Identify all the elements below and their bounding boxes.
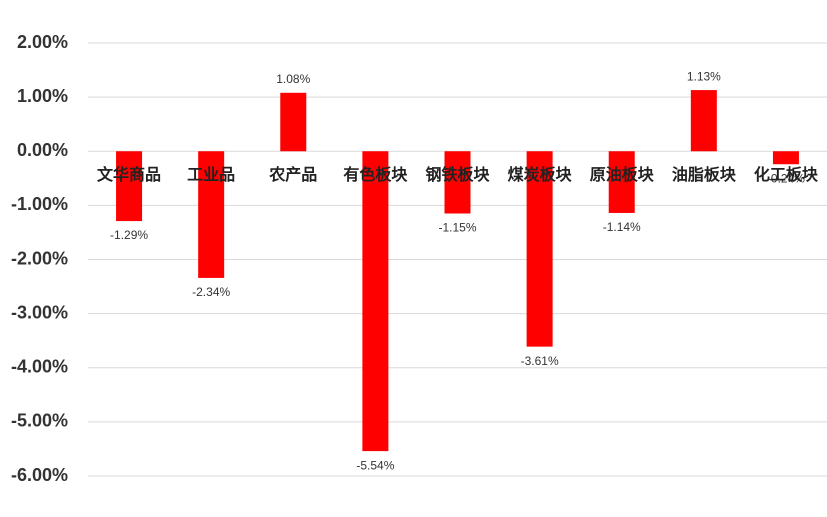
bar	[362, 151, 389, 452]
x-tick-label: 化工板块	[754, 165, 819, 184]
y-tick-label: -5.00%	[11, 411, 68, 431]
value-label: -3.61%	[521, 354, 559, 368]
x-tick-label: 文华商品	[97, 165, 161, 184]
y-tick-label: 0.00%	[17, 140, 68, 160]
bar	[444, 151, 471, 214]
y-tick-label: -1.00%	[11, 194, 68, 214]
y-tick-label: -2.00%	[11, 248, 68, 268]
value-label: -1.29%	[110, 228, 148, 242]
bar	[198, 151, 225, 278]
y-tick-label: -3.00%	[11, 302, 68, 322]
bar	[280, 92, 307, 152]
bar	[526, 151, 553, 347]
bar	[772, 151, 799, 165]
x-tick-label: 农产品	[268, 165, 317, 184]
x-tick-label: 油脂板块	[672, 165, 737, 184]
y-tick-label: -6.00%	[11, 465, 68, 485]
bar	[690, 90, 717, 152]
y-tick-label: 2.00%	[17, 32, 68, 52]
x-tick-label: 煤炭板块	[508, 165, 573, 184]
value-label: 1.13%	[687, 69, 721, 83]
x-tick-label: 工业品	[187, 165, 235, 184]
y-tick-label: -4.00%	[11, 357, 68, 377]
value-label: 1.08%	[276, 72, 310, 86]
x-tick-label: 原油板块	[590, 165, 655, 184]
bar	[116, 151, 143, 222]
value-label: -1.15%	[438, 221, 476, 235]
value-label: -5.54%	[356, 458, 394, 472]
value-label: -0.24%	[767, 171, 805, 185]
y-tick-label: 1.00%	[17, 86, 68, 106]
x-tick-label: 钢铁板块	[425, 165, 490, 184]
value-label: -2.34%	[192, 285, 230, 299]
x-tick-label: 有色板块	[343, 165, 408, 184]
bar	[608, 151, 635, 213]
value-label: -1.14%	[603, 220, 641, 234]
